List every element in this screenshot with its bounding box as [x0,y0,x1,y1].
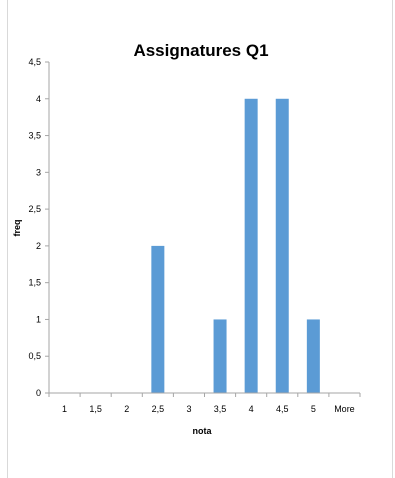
y-axis-title: freq [12,219,22,236]
bar-3-5 [213,319,227,393]
x-tick-label: 4,5 [276,404,289,414]
bar-5 [306,319,320,393]
x-axis-title: nota [193,426,213,436]
y-tick-label: 3,5 [28,131,41,141]
chart-frame [7,0,393,478]
x-axis-ticks: 1 1,5 2 2,5 3 3,5 4 4,5 5 More [48,393,361,414]
x-tick-label: 4 [249,404,254,414]
x-tick-label: 5 [311,404,316,414]
x-tick-label: More [334,404,355,414]
y-tick-label: 4 [36,94,41,104]
y-tick-label: 1,5 [28,278,41,288]
bars [151,98,320,394]
y-tick-label: 0 [36,388,41,398]
x-tick-label: 2 [124,404,129,414]
x-tick-label: 3 [186,404,191,414]
y-tick-label: 2 [36,241,41,251]
y-tick-label: 1 [36,314,41,324]
y-axis-ticks: 0 0,5 1 1,5 2 2,5 3 3,5 4 4,5 [28,57,49,398]
x-tick-label: 1,5 [89,404,102,414]
y-tick-label: 3 [36,167,41,177]
x-tick-label: 1 [62,404,67,414]
bar-4 [244,98,258,394]
chart-title: Assignatures Q1 [133,41,268,60]
x-tick-label: 2,5 [152,404,165,414]
x-tick-label: 3,5 [214,404,227,414]
bar-4-5 [275,98,289,394]
y-tick-label: 4,5 [28,57,41,67]
bar-2-5 [151,245,165,393]
y-tick-label: 0,5 [28,351,41,361]
y-tick-label: 2,5 [28,204,41,214]
